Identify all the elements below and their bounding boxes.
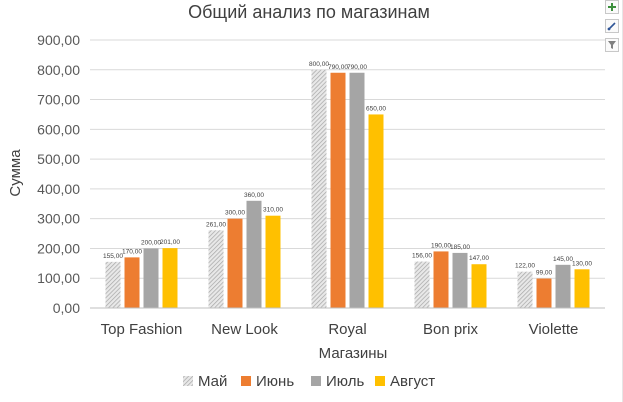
y-tick-label: 400,00 <box>37 181 80 197</box>
data-label: 190,00 <box>431 242 451 249</box>
data-label: 145,00 <box>553 256 573 263</box>
legend-label: Июнь <box>256 373 294 390</box>
x-tick-label: Top Fashion <box>101 321 183 338</box>
filter-icon <box>608 41 616 49</box>
bar-3-2 <box>246 200 262 308</box>
x-tick-label: Bon prix <box>423 321 479 338</box>
x-axis-ticks: Top Fashion New Look Royal Bon prix Violette <box>101 321 579 338</box>
data-label: 155,00 <box>103 253 123 260</box>
y-tick-label: 700,00 <box>37 92 80 108</box>
bar-4-3 <box>368 114 384 308</box>
bar-3-1 <box>143 248 159 308</box>
bar-2-5 <box>536 278 552 308</box>
chart-elements-button[interactable] <box>605 0 619 14</box>
bar-1-2 <box>208 230 224 308</box>
x-axis-title: Магазины <box>319 345 388 362</box>
x-tick-label: Royal <box>328 321 366 338</box>
x-tick-label: New Look <box>211 321 278 338</box>
bar-1-5 <box>517 271 533 308</box>
y-axis-ticks: 0,00 100,00 200,00 300,00 400,00 500,00 600,00… <box>37 32 80 316</box>
bar-2-1 <box>124 257 140 308</box>
chart-filters-button[interactable] <box>605 38 619 52</box>
data-label: 170,00 <box>122 248 142 255</box>
data-label: 790,00 <box>328 64 348 71</box>
data-label: 200,00 <box>141 239 161 246</box>
data-label: 201,00 <box>160 239 180 246</box>
data-label: 122,00 <box>515 263 535 270</box>
legend: Май Июнь Июль Август <box>183 373 435 390</box>
y-tick-label: 0,00 <box>53 300 80 316</box>
bar-2-2 <box>227 218 243 308</box>
bar-3-3 <box>349 72 365 308</box>
data-label: 261,00 <box>206 221 226 228</box>
x-tick-label: Violette <box>529 321 579 338</box>
legend-swatch <box>241 376 251 386</box>
data-label: 790,00 <box>347 64 367 71</box>
bar-4-4 <box>471 264 487 308</box>
data-label: 156,00 <box>412 253 432 260</box>
y-axis-title: Сумма <box>7 149 24 197</box>
legend-label: Июль <box>326 373 364 390</box>
bar-4-2 <box>265 215 281 308</box>
y-tick-label: 800,00 <box>37 62 80 78</box>
y-tick-label: 900,00 <box>37 32 80 48</box>
legend-swatch <box>183 376 193 386</box>
bar-3-4 <box>452 252 468 308</box>
data-label: 800,00 <box>309 61 329 68</box>
legend-swatch <box>311 376 321 386</box>
y-tick-label: 300,00 <box>37 211 80 227</box>
y-tick-label: 100,00 <box>37 270 80 286</box>
data-label: 130,00 <box>572 260 592 267</box>
y-tick-label: 500,00 <box>37 151 80 167</box>
data-label: 310,00 <box>263 207 283 214</box>
chart-styles-button[interactable] <box>605 19 619 33</box>
data-label: 300,00 <box>225 210 245 217</box>
bar-2-4 <box>433 251 449 308</box>
bar-4-5 <box>574 269 590 308</box>
legend-label: Август <box>390 373 435 390</box>
bar-4-1 <box>162 248 178 308</box>
data-label: 147,00 <box>469 255 489 262</box>
legend-swatch <box>375 376 385 386</box>
data-label: 185,00 <box>450 244 470 251</box>
bar-3-5 <box>555 264 571 308</box>
bars <box>105 69 590 309</box>
y-tick-label: 200,00 <box>37 240 80 256</box>
brush-icon <box>607 22 616 31</box>
legend-label: Май <box>198 373 227 390</box>
plus-icon <box>608 3 616 11</box>
data-label: 99,00 <box>536 270 553 277</box>
bar-1-4 <box>414 261 430 308</box>
bar-2-3 <box>330 72 346 308</box>
y-tick-label: 600,00 <box>37 121 80 137</box>
bar-1-1 <box>105 261 121 308</box>
chart-title: Общий анализ по магазинам <box>188 2 430 22</box>
bar-1-3 <box>311 69 327 309</box>
data-label: 360,00 <box>244 192 264 199</box>
data-label: 650,00 <box>366 105 386 112</box>
